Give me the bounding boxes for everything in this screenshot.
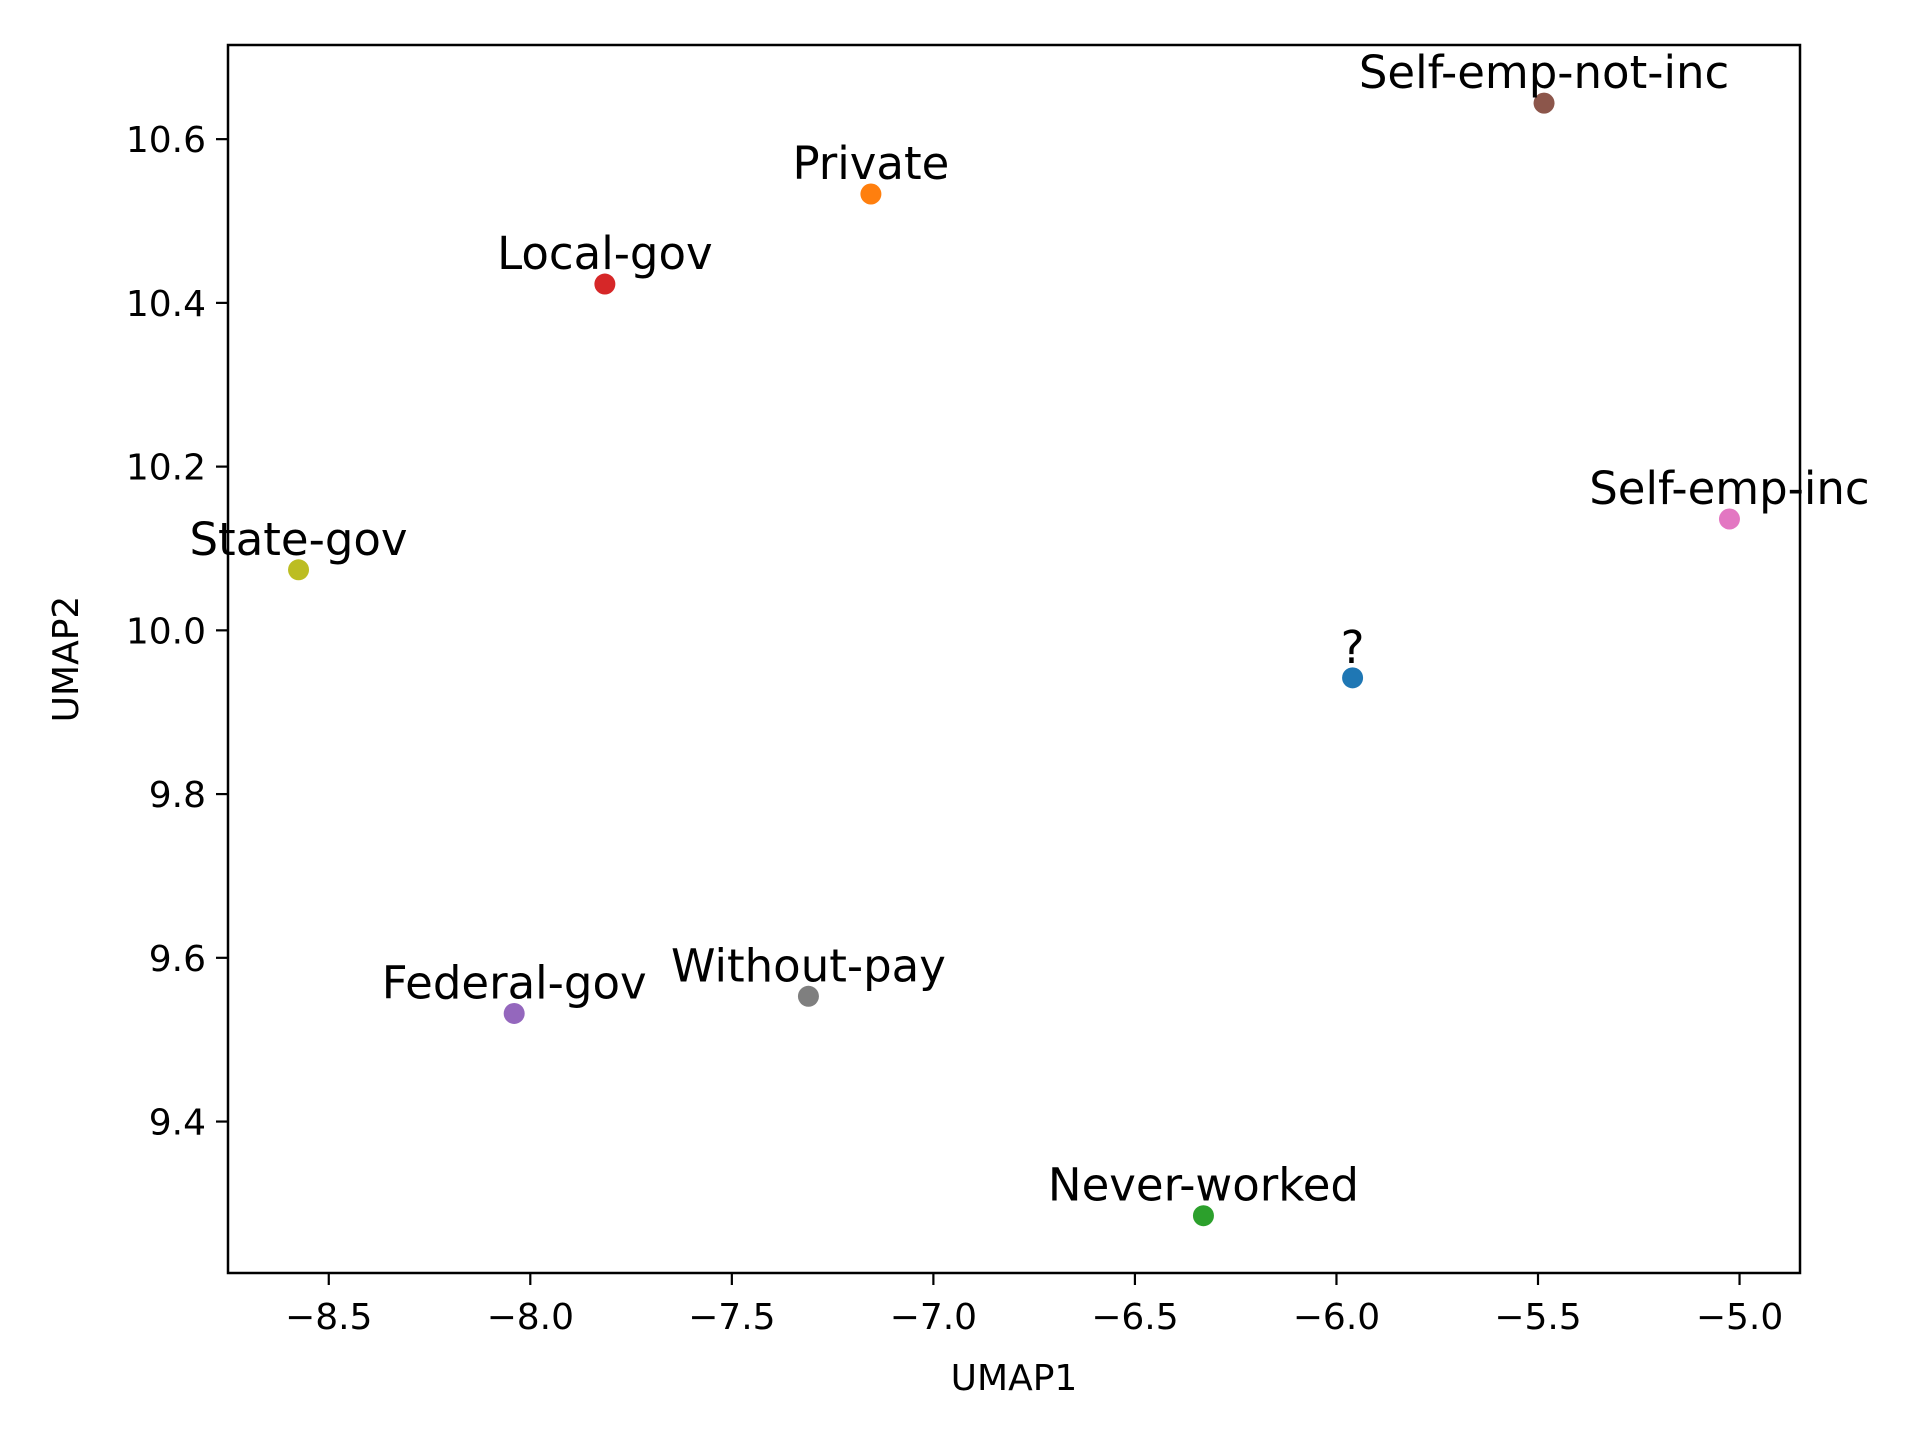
plot-frame <box>226 43 1802 1275</box>
data-point-label: Never-worked <box>1048 1159 1359 1212</box>
y-tick-label: 10.0 <box>126 611 206 652</box>
data-point <box>1192 1205 1214 1227</box>
y-tick-label: 9.8 <box>149 775 206 816</box>
x-tick-label: −8.5 <box>285 1297 372 1338</box>
data-point-label: Federal-gov <box>382 956 647 1009</box>
data-point <box>1342 667 1364 689</box>
y-tick-label: 10.4 <box>126 284 206 325</box>
x-tick-label: −8.0 <box>487 1297 574 1338</box>
x-tick-label: −5.5 <box>1494 1297 1581 1338</box>
data-point <box>594 273 616 295</box>
x-tick-label: −7.0 <box>890 1297 977 1338</box>
data-point-label: Self-emp-not-inc <box>1359 46 1729 99</box>
data-point <box>860 183 882 205</box>
data-point <box>1718 508 1740 530</box>
y-tick-label: 10.2 <box>126 448 206 489</box>
data-point <box>288 559 310 581</box>
y-axis-label: UMAP2 <box>46 596 87 723</box>
x-tick-label: −7.5 <box>688 1297 775 1338</box>
x-tick-label: −5.0 <box>1696 1297 1783 1338</box>
data-point-label: Local-gov <box>497 227 713 280</box>
data-point <box>797 985 819 1007</box>
x-axis-label: UMAP1 <box>951 1358 1078 1399</box>
y-tick-label: 9.6 <box>149 939 206 980</box>
x-tick-label: −6.5 <box>1091 1297 1178 1338</box>
y-axis-ticks: 9.4 9.6 9.8 10.0 10.2 10.4 10.6 <box>126 120 228 1144</box>
y-tick-label: 9.4 <box>149 1103 206 1144</box>
x-tick-label: −6.0 <box>1293 1297 1380 1338</box>
data-point <box>503 1002 525 1024</box>
x-axis-ticks: −8.5 −8.0 −7.5 −7.0 −6.5 −6.0 −5.5 −5.0 <box>285 1273 1783 1338</box>
data-point-label: State-gov <box>189 513 407 566</box>
data-point-label: ? <box>1341 621 1365 674</box>
data-point-label: Private <box>792 137 949 190</box>
data-points <box>288 92 1740 1227</box>
data-point-label: Self-emp-inc <box>1589 462 1869 515</box>
data-point-labels: ? Private Never-worked Local-gov Federal-gov… <box>189 46 1869 1212</box>
y-tick-label: 10.6 <box>126 120 206 161</box>
data-point-label: Without-pay <box>671 939 946 992</box>
data-point <box>1533 92 1555 114</box>
